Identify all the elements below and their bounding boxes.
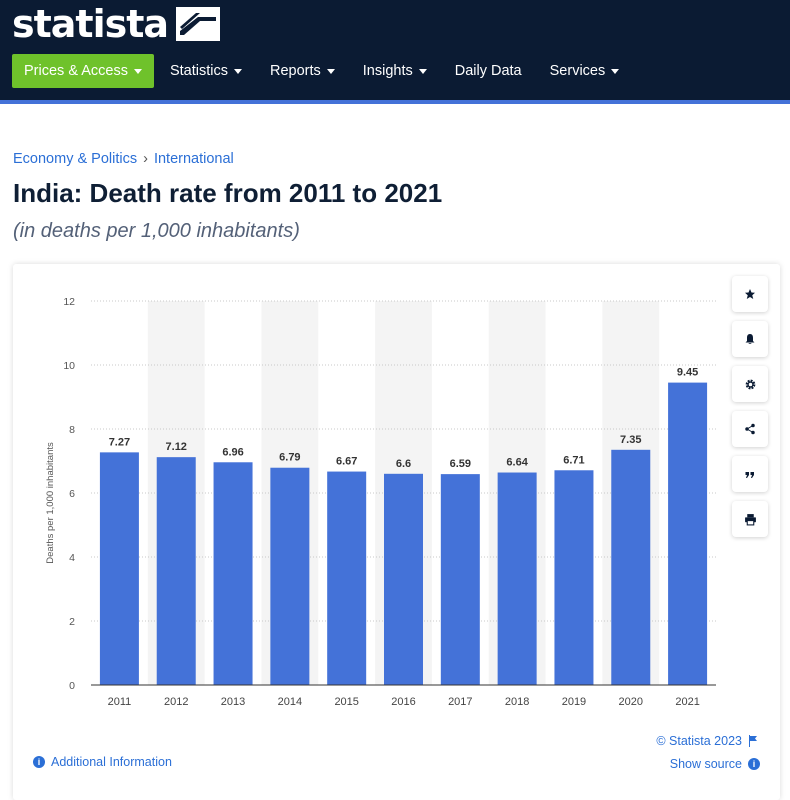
info-icon: i	[33, 756, 45, 768]
nav-item-label: Reports	[269, 63, 321, 79]
nav-item-prices-access[interactable]: Prices & Access	[12, 54, 154, 88]
page-title: India: Death rate from 2011 to 2021	[13, 178, 443, 208]
y-axis-label: Deaths per 1,000 inhabitants	[45, 442, 56, 564]
statista-copyright[interactable]: © Statista 2023	[656, 734, 758, 748]
nav-item-label: Prices & Access	[24, 63, 128, 79]
breadcrumb-separator: ›	[143, 151, 148, 167]
chevron-down-icon	[418, 68, 427, 74]
y-tick-label: 6	[69, 488, 75, 500]
main-nav: Prices & Access Statistics Reports Insights…	[12, 54, 647, 88]
chevron-down-icon	[611, 68, 620, 74]
chevron-down-icon	[233, 68, 242, 74]
x-tick-label: 2014	[278, 696, 302, 708]
data-label: 6.6	[396, 458, 411, 470]
data-label: 6.79	[279, 452, 300, 464]
y-tick-label: 0	[69, 680, 75, 692]
x-tick-label: 2020	[619, 696, 643, 708]
bar-2011	[99, 452, 139, 685]
statista-logo[interactable]: statista	[12, 2, 221, 46]
breadcrumb-economy-politics[interactable]: Economy & Politics	[13, 151, 138, 167]
info-icon: i	[748, 758, 760, 770]
copyright-text: © Statista 2023	[656, 734, 742, 748]
chart-card: 0 2 4 6 8 10 12 Deaths per 1,000 inhabitants 7.2…	[13, 264, 780, 800]
breadcrumb-international[interactable]: International	[153, 151, 234, 167]
top-navigation-bar: statista Prices & Access Statistics Report…	[0, 0, 790, 104]
bar-2013	[213, 462, 253, 685]
y-tick-label: 12	[63, 296, 75, 308]
chart-toolbar	[732, 276, 768, 546]
nav-item-label: Insights	[362, 63, 413, 79]
logo-text: statista	[12, 2, 169, 46]
breadcrumb: Economy & Politics › International	[13, 151, 234, 167]
y-tick-label: 2	[69, 616, 75, 628]
x-tick-label: 2021	[675, 696, 699, 708]
y-tick-label: 4	[69, 552, 75, 564]
flag-icon	[749, 735, 757, 747]
bar-2017	[440, 474, 480, 685]
share-button[interactable]	[732, 411, 768, 447]
bar-2020	[611, 449, 651, 685]
show-source-text: Show source	[669, 757, 742, 771]
chevron-down-icon	[326, 68, 335, 74]
bar-2021	[668, 382, 708, 685]
data-label: 6.71	[563, 454, 584, 466]
nav-accent-line	[0, 100, 790, 104]
quote-icon	[745, 472, 754, 478]
chevron-down-icon	[133, 68, 142, 74]
bar-chart: 0 2 4 6 8 10 12 Deaths per 1,000 inhabitants 7.2…	[45, 296, 716, 708]
share-icon	[745, 423, 755, 435]
data-label: 7.12	[166, 441, 187, 453]
favorite-button[interactable]	[732, 276, 768, 312]
x-tick-label: 2011	[108, 696, 132, 708]
additional-information-link[interactable]: i Additional Information	[33, 755, 172, 769]
print-button[interactable]	[732, 501, 768, 537]
data-label: 9.45	[677, 367, 698, 379]
bar-2018	[497, 472, 537, 685]
bar-2016	[384, 473, 423, 685]
bar-2012	[156, 457, 196, 685]
x-tick-label: 2019	[562, 696, 586, 708]
x-tick-label: 2018	[505, 696, 529, 708]
y-tick-label: 8	[69, 424, 75, 436]
additional-information-text: Additional Information	[51, 755, 172, 769]
nav-item-services[interactable]: Services	[550, 63, 620, 79]
x-tick-label: 2013	[221, 696, 245, 708]
x-tick-label: 2015	[334, 696, 358, 708]
bar-2015	[327, 471, 367, 685]
bar-2019	[554, 470, 594, 685]
x-tick-label: 2016	[391, 696, 415, 708]
nav-item-statistics[interactable]: Statistics	[170, 63, 242, 79]
bar-2014	[270, 467, 310, 685]
notification-button[interactable]	[732, 321, 768, 357]
x-tick-label: 2012	[164, 696, 188, 708]
data-label: 6.67	[336, 456, 357, 468]
nav-item-label: Statistics	[169, 63, 228, 79]
statistic-page: Economy & Politics › International India…	[0, 104, 790, 800]
y-tick-label: 10	[63, 360, 75, 372]
data-label: 6.59	[450, 458, 471, 470]
cite-button[interactable]	[732, 456, 768, 492]
data-label: 7.27	[109, 436, 130, 448]
data-label: 7.35	[620, 434, 641, 446]
star-icon	[745, 289, 755, 299]
nav-item-insights[interactable]: Insights	[363, 63, 427, 79]
nav-item-label: Services	[549, 63, 606, 79]
data-label: 6.64	[506, 457, 528, 469]
data-label: 6.96	[222, 446, 243, 458]
logo-mark-icon	[176, 7, 221, 41]
nav-item-daily-data[interactable]: Daily Data	[455, 63, 522, 79]
print-icon	[744, 513, 756, 525]
bell-icon	[745, 334, 755, 344]
settings-button[interactable]	[732, 366, 768, 402]
x-tick-label: 2017	[448, 696, 472, 708]
nav-item-label: Daily Data	[454, 63, 522, 79]
page-subtitle: (in deaths per 1,000 inhabitants)	[13, 220, 300, 242]
gear-icon	[745, 379, 755, 389]
nav-item-reports[interactable]: Reports	[270, 63, 335, 79]
show-source-link[interactable]: Show source i	[670, 757, 760, 771]
